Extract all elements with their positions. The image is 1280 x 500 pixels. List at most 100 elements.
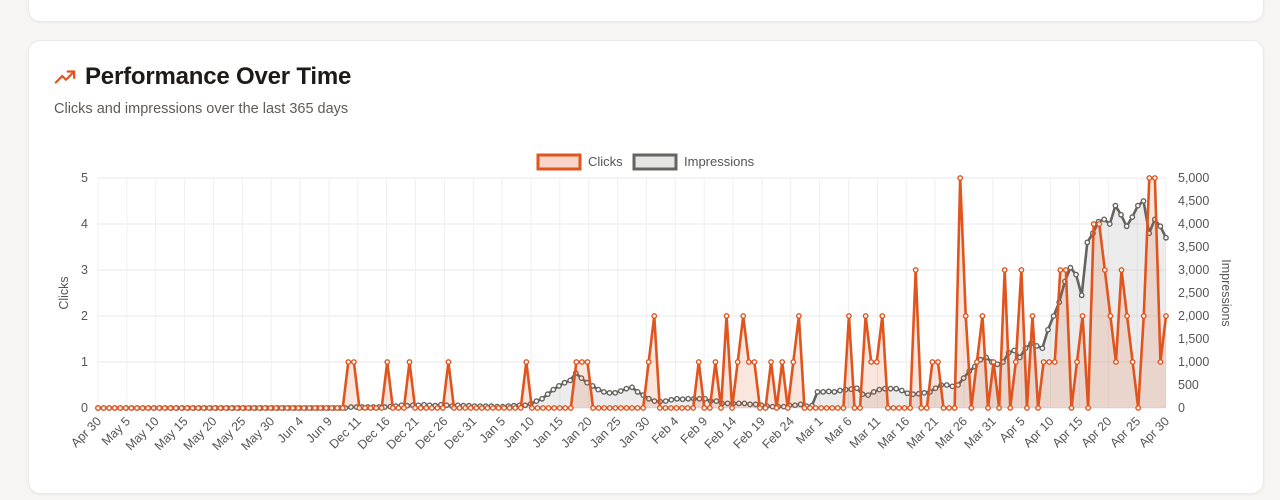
series-area-clicks xyxy=(98,178,1166,408)
data-point-clicks xyxy=(145,405,151,411)
data-point-clicks xyxy=(656,405,663,411)
data-point-impressions xyxy=(932,385,939,392)
data-point-clicks xyxy=(111,405,118,411)
data-point-clicks xyxy=(517,405,524,411)
data-point-clicks xyxy=(1029,313,1036,319)
data-point-clicks xyxy=(406,359,413,365)
data-point-impressions xyxy=(792,402,798,409)
data-point-clicks xyxy=(668,405,674,411)
data-point-clicks xyxy=(223,405,229,411)
data-point-clicks xyxy=(862,313,869,319)
data-point-clicks xyxy=(617,405,624,411)
data-point-clicks xyxy=(545,405,552,411)
data-point-impressions xyxy=(679,396,686,403)
data-point-clicks xyxy=(695,359,702,365)
data-point-clicks xyxy=(1124,313,1130,319)
data-point-impressions xyxy=(556,383,562,389)
data-point-clicks xyxy=(812,405,819,411)
x-tick-label: Mar 31 xyxy=(962,414,999,451)
data-point-clicks xyxy=(912,267,919,273)
data-point-impressions xyxy=(533,398,540,404)
data-point-clicks xyxy=(868,359,875,365)
data-point-impressions xyxy=(578,375,585,381)
data-point-clicks xyxy=(946,405,952,411)
data-point-clicks xyxy=(718,405,724,411)
data-point-clicks xyxy=(551,405,558,411)
y-right-tick-label: 4,500 xyxy=(1178,194,1209,208)
data-point-clicks xyxy=(117,405,124,411)
data-point-clicks xyxy=(1096,221,1103,227)
chart-legend[interactable]: Clicks Impressions xyxy=(536,153,755,171)
data-point-clicks xyxy=(451,405,457,411)
data-point-impressions xyxy=(1084,239,1091,246)
data-point-clicks xyxy=(1012,359,1019,365)
legend-item-clicks[interactable]: Clicks xyxy=(536,153,623,171)
data-point-impressions xyxy=(645,395,652,402)
data-point-impressions xyxy=(825,388,832,395)
data-point-clicks xyxy=(679,405,685,411)
data-point-clicks xyxy=(206,405,213,411)
data-point-impressions xyxy=(831,388,838,395)
data-point-clicks xyxy=(818,405,825,411)
legend-swatch xyxy=(536,153,582,171)
data-point-clicks xyxy=(150,405,157,411)
data-point-impressions xyxy=(685,395,692,402)
data-point-impressions xyxy=(943,382,950,388)
data-point-clicks xyxy=(395,405,402,411)
data-point-clicks xyxy=(706,405,713,411)
data-point-impressions xyxy=(1123,223,1130,230)
data-point-impressions xyxy=(853,385,860,392)
data-point-clicks xyxy=(289,405,296,411)
data-point-clicks xyxy=(401,405,407,411)
data-point-impressions xyxy=(876,386,883,393)
data-point-impressions xyxy=(1050,313,1057,319)
data-point-clicks xyxy=(250,405,257,411)
data-point-clicks xyxy=(918,405,925,411)
data-point-impressions xyxy=(741,400,748,407)
data-point-clicks xyxy=(807,405,813,411)
data-point-impressions xyxy=(522,402,529,409)
data-point-clicks xyxy=(1051,359,1058,365)
data-point-clicks xyxy=(629,405,635,411)
data-point-clicks xyxy=(1140,313,1147,319)
data-point-clicks xyxy=(662,405,669,411)
data-point-clicks xyxy=(167,405,174,411)
y-right-tick-label: 4,000 xyxy=(1178,217,1209,231)
y-right-tick-label: 2,000 xyxy=(1178,309,1209,323)
data-point-clicks xyxy=(1068,405,1075,411)
data-point-clicks xyxy=(973,359,980,365)
data-point-clicks xyxy=(1163,313,1169,319)
legend-item-impressions[interactable]: Impressions xyxy=(632,153,755,171)
data-point-clicks xyxy=(684,405,691,411)
data-point-clicks xyxy=(328,405,335,411)
data-point-clicks xyxy=(456,405,463,411)
data-point-clicks xyxy=(195,405,202,411)
data-point-clicks xyxy=(434,405,441,411)
legend-label: Impressions xyxy=(684,154,755,169)
data-point-clicks xyxy=(95,405,101,411)
data-point-clicks xyxy=(317,405,324,411)
data-point-clicks xyxy=(601,405,608,411)
data-point-clicks xyxy=(389,405,396,411)
data-point-clicks xyxy=(606,405,613,411)
data-point-clicks xyxy=(907,405,914,411)
data-point-clicks xyxy=(278,405,285,411)
y-left-tick-label: 4 xyxy=(81,217,88,231)
data-point-clicks xyxy=(128,405,135,411)
data-point-impressions xyxy=(752,401,759,408)
data-point-impressions xyxy=(865,392,871,399)
data-point-clicks xyxy=(139,405,146,411)
data-point-clicks xyxy=(417,405,424,411)
data-point-impressions xyxy=(898,387,905,394)
y-right-tick-label: 1,000 xyxy=(1178,355,1209,369)
data-point-impressions xyxy=(1078,292,1085,299)
previous-card xyxy=(28,0,1264,22)
data-point-impressions xyxy=(1045,326,1051,333)
data-point-impressions xyxy=(1134,202,1141,209)
data-point-clicks xyxy=(623,405,630,411)
data-point-clicks xyxy=(567,405,574,411)
data-point-clicks xyxy=(556,405,563,411)
data-point-clicks xyxy=(840,405,847,411)
data-point-impressions xyxy=(921,389,928,396)
data-point-clicks xyxy=(234,405,240,411)
